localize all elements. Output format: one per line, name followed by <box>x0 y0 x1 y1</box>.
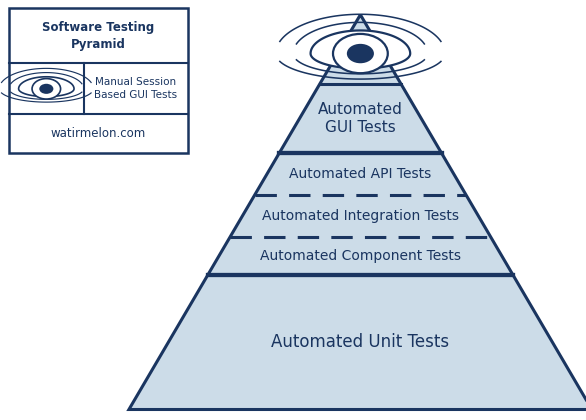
Text: Automated Component Tests: Automated Component Tests <box>260 249 461 263</box>
Text: Automated API Tests: Automated API Tests <box>289 167 431 181</box>
Polygon shape <box>129 15 586 409</box>
Circle shape <box>333 34 388 73</box>
Circle shape <box>39 84 53 94</box>
Text: Software Testing
Pyramid: Software Testing Pyramid <box>42 21 154 51</box>
Text: Automated Integration Tests: Automated Integration Tests <box>262 209 459 223</box>
Text: Automated Unit Tests: Automated Unit Tests <box>271 333 449 351</box>
Text: Automated
GUI Tests: Automated GUI Tests <box>318 102 403 135</box>
Circle shape <box>347 44 374 63</box>
Text: watirmelon.com: watirmelon.com <box>50 127 146 140</box>
Circle shape <box>32 79 60 99</box>
Polygon shape <box>19 77 74 97</box>
Text: Manual Session
Based GUI Tests: Manual Session Based GUI Tests <box>94 77 177 100</box>
Polygon shape <box>311 31 410 68</box>
FancyBboxPatch shape <box>9 8 188 153</box>
